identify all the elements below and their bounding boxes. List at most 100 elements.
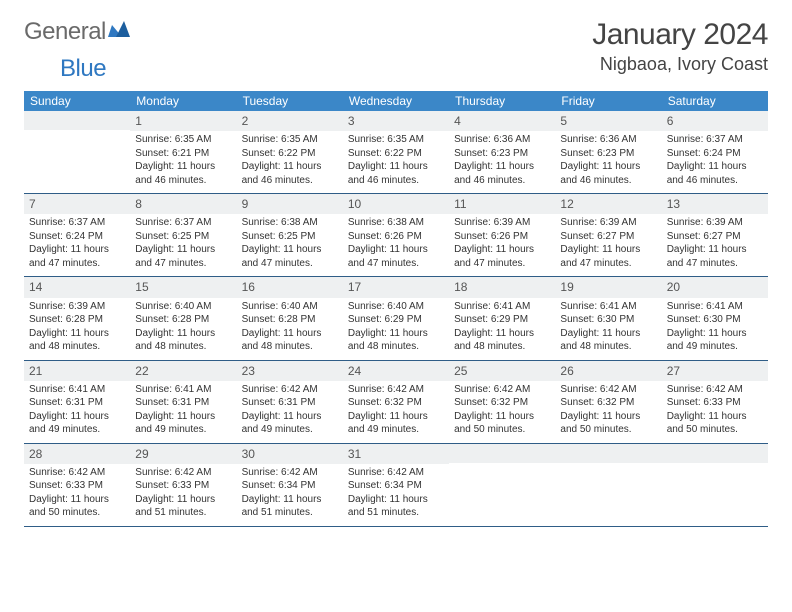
day-number: 8 <box>130 194 236 214</box>
day-number: 11 <box>449 194 555 214</box>
week-row: 14Sunrise: 6:39 AMSunset: 6:28 PMDayligh… <box>24 277 768 360</box>
daylight-text: Daylight: 11 hours and 46 minutes. <box>348 160 444 187</box>
sunset-text: Sunset: 6:29 PM <box>454 313 550 327</box>
day-details: Sunrise: 6:42 AMSunset: 6:33 PMDaylight:… <box>24 464 130 526</box>
day-number: 21 <box>24 361 130 381</box>
daylight-text: Daylight: 11 hours and 47 minutes. <box>242 243 338 270</box>
day-details: Sunrise: 6:35 AMSunset: 6:21 PMDaylight:… <box>130 131 236 193</box>
day-number: 29 <box>130 444 236 464</box>
day-number: 4 <box>449 111 555 131</box>
day-cell: 6Sunrise: 6:37 AMSunset: 6:24 PMDaylight… <box>662 111 768 193</box>
day-number: 14 <box>24 277 130 297</box>
day-number <box>555 444 661 463</box>
day-details: Sunrise: 6:42 AMSunset: 6:32 PMDaylight:… <box>343 381 449 443</box>
daylight-text: Daylight: 11 hours and 50 minutes. <box>560 410 656 437</box>
sunset-text: Sunset: 6:33 PM <box>29 479 125 493</box>
sunset-text: Sunset: 6:34 PM <box>348 479 444 493</box>
day-details: Sunrise: 6:42 AMSunset: 6:33 PMDaylight:… <box>130 464 236 526</box>
sunset-text: Sunset: 6:33 PM <box>135 479 231 493</box>
title-area: January 2024 Nigbaoa, Ivory Coast <box>592 18 768 75</box>
day-details: Sunrise: 6:41 AMSunset: 6:29 PMDaylight:… <box>449 298 555 360</box>
sunset-text: Sunset: 6:32 PM <box>560 396 656 410</box>
sunrise-text: Sunrise: 6:41 AM <box>135 383 231 397</box>
sunrise-text: Sunrise: 6:36 AM <box>560 133 656 147</box>
day-cell-empty <box>24 111 130 193</box>
day-details: Sunrise: 6:42 AMSunset: 6:34 PMDaylight:… <box>237 464 343 526</box>
sunrise-text: Sunrise: 6:39 AM <box>29 300 125 314</box>
day-number: 18 <box>449 277 555 297</box>
dow-saturday: Saturday <box>662 91 768 111</box>
sunrise-text: Sunrise: 6:39 AM <box>454 216 550 230</box>
day-cell: 13Sunrise: 6:39 AMSunset: 6:27 PMDayligh… <box>662 194 768 276</box>
day-number: 25 <box>449 361 555 381</box>
day-details: Sunrise: 6:41 AMSunset: 6:31 PMDaylight:… <box>24 381 130 443</box>
day-details: Sunrise: 6:38 AMSunset: 6:25 PMDaylight:… <box>237 214 343 276</box>
daylight-text: Daylight: 11 hours and 49 minutes. <box>348 410 444 437</box>
sunrise-text: Sunrise: 6:42 AM <box>242 383 338 397</box>
day-cell: 20Sunrise: 6:41 AMSunset: 6:30 PMDayligh… <box>662 277 768 359</box>
day-number: 6 <box>662 111 768 131</box>
sunset-text: Sunset: 6:25 PM <box>135 230 231 244</box>
day-number: 5 <box>555 111 661 131</box>
sunrise-text: Sunrise: 6:42 AM <box>348 466 444 480</box>
daylight-text: Daylight: 11 hours and 51 minutes. <box>135 493 231 520</box>
daylight-text: Daylight: 11 hours and 46 minutes. <box>135 160 231 187</box>
daylight-text: Daylight: 11 hours and 47 minutes. <box>667 243 763 270</box>
day-cell: 1Sunrise: 6:35 AMSunset: 6:21 PMDaylight… <box>130 111 236 193</box>
day-details: Sunrise: 6:38 AMSunset: 6:26 PMDaylight:… <box>343 214 449 276</box>
day-details: Sunrise: 6:42 AMSunset: 6:32 PMDaylight:… <box>555 381 661 443</box>
day-number: 20 <box>662 277 768 297</box>
sunset-text: Sunset: 6:25 PM <box>242 230 338 244</box>
sunrise-text: Sunrise: 6:38 AM <box>348 216 444 230</box>
day-cell: 5Sunrise: 6:36 AMSunset: 6:23 PMDaylight… <box>555 111 661 193</box>
daylight-text: Daylight: 11 hours and 47 minutes. <box>348 243 444 270</box>
day-number: 28 <box>24 444 130 464</box>
location: Nigbaoa, Ivory Coast <box>592 54 768 75</box>
sunset-text: Sunset: 6:24 PM <box>29 230 125 244</box>
sunrise-text: Sunrise: 6:42 AM <box>667 383 763 397</box>
day-cell: 8Sunrise: 6:37 AMSunset: 6:25 PMDaylight… <box>130 194 236 276</box>
day-cell: 11Sunrise: 6:39 AMSunset: 6:26 PMDayligh… <box>449 194 555 276</box>
day-cell: 30Sunrise: 6:42 AMSunset: 6:34 PMDayligh… <box>237 444 343 526</box>
sunset-text: Sunset: 6:31 PM <box>135 396 231 410</box>
day-details: Sunrise: 6:35 AMSunset: 6:22 PMDaylight:… <box>343 131 449 193</box>
day-number: 22 <box>130 361 236 381</box>
sunset-text: Sunset: 6:26 PM <box>454 230 550 244</box>
daylight-text: Daylight: 11 hours and 49 minutes. <box>242 410 338 437</box>
logo-word1: General <box>24 18 106 46</box>
sunset-text: Sunset: 6:28 PM <box>135 313 231 327</box>
daylight-text: Daylight: 11 hours and 47 minutes. <box>135 243 231 270</box>
daylight-text: Daylight: 11 hours and 51 minutes. <box>242 493 338 520</box>
day-number: 9 <box>237 194 343 214</box>
day-cell: 28Sunrise: 6:42 AMSunset: 6:33 PMDayligh… <box>24 444 130 526</box>
day-cell: 18Sunrise: 6:41 AMSunset: 6:29 PMDayligh… <box>449 277 555 359</box>
day-cell: 7Sunrise: 6:37 AMSunset: 6:24 PMDaylight… <box>24 194 130 276</box>
sunrise-text: Sunrise: 6:40 AM <box>348 300 444 314</box>
day-details: Sunrise: 6:36 AMSunset: 6:23 PMDaylight:… <box>449 131 555 193</box>
dow-thursday: Thursday <box>449 91 555 111</box>
day-details: Sunrise: 6:42 AMSunset: 6:32 PMDaylight:… <box>449 381 555 443</box>
day-number <box>449 444 555 463</box>
sunset-text: Sunset: 6:28 PM <box>29 313 125 327</box>
day-details: Sunrise: 6:40 AMSunset: 6:29 PMDaylight:… <box>343 298 449 360</box>
day-number: 24 <box>343 361 449 381</box>
day-number <box>24 111 130 130</box>
sunset-text: Sunset: 6:33 PM <box>667 396 763 410</box>
day-cell: 19Sunrise: 6:41 AMSunset: 6:30 PMDayligh… <box>555 277 661 359</box>
sunrise-text: Sunrise: 6:40 AM <box>242 300 338 314</box>
day-cell-empty <box>555 444 661 526</box>
day-number: 10 <box>343 194 449 214</box>
days-of-week-row: SundayMondayTuesdayWednesdayThursdayFrid… <box>24 91 768 111</box>
daylight-text: Daylight: 11 hours and 48 minutes. <box>560 327 656 354</box>
sunrise-text: Sunrise: 6:42 AM <box>29 466 125 480</box>
day-cell: 31Sunrise: 6:42 AMSunset: 6:34 PMDayligh… <box>343 444 449 526</box>
daylight-text: Daylight: 11 hours and 51 minutes. <box>348 493 444 520</box>
sunrise-text: Sunrise: 6:37 AM <box>667 133 763 147</box>
sunrise-text: Sunrise: 6:37 AM <box>29 216 125 230</box>
daylight-text: Daylight: 11 hours and 49 minutes. <box>29 410 125 437</box>
day-number: 13 <box>662 194 768 214</box>
day-details: Sunrise: 6:39 AMSunset: 6:26 PMDaylight:… <box>449 214 555 276</box>
day-details: Sunrise: 6:41 AMSunset: 6:31 PMDaylight:… <box>130 381 236 443</box>
day-details: Sunrise: 6:35 AMSunset: 6:22 PMDaylight:… <box>237 131 343 193</box>
dow-friday: Friday <box>555 91 661 111</box>
